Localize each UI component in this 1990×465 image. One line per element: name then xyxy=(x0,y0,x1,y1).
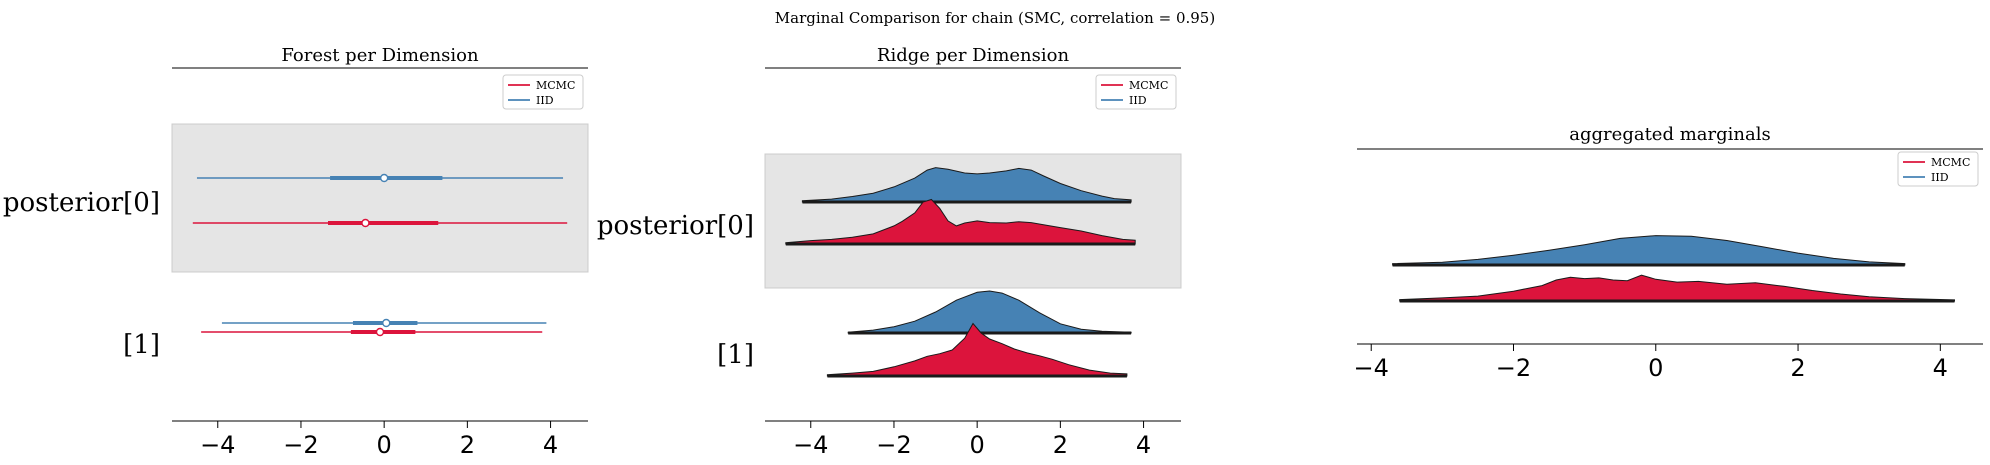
x-tick-label: −2 xyxy=(1496,354,1531,382)
point-estimate-mcmc-dim1 xyxy=(375,327,385,337)
point-estimate-mcmc-dim0 xyxy=(361,218,370,228)
x-tick-label: 0 xyxy=(377,431,392,459)
panel-title: Forest per Dimension xyxy=(281,45,479,66)
x-tick-label: −4 xyxy=(793,431,828,459)
panel-2: Ridge per Dimension posterior[0] [1] MCMC II… xyxy=(597,45,1182,459)
figure-title: Marginal Comparison for chain (SMC, corr… xyxy=(775,9,1215,27)
legend-label-iid: IID xyxy=(536,94,554,107)
x-tick-label: 2 xyxy=(1790,354,1805,382)
x-tick-label: 4 xyxy=(1933,354,1948,382)
row-band-dim0 xyxy=(171,123,589,273)
density-mcmc-dim0 xyxy=(1399,274,1955,302)
chart-panels: Forest per Dimension posterior[0] [1] MCMC I… xyxy=(3,45,1983,459)
panel-3: aggregated marginals MCMC IID −4 −2 0 2 4 xyxy=(1354,124,1983,382)
x-tick-label: −4 xyxy=(200,431,235,459)
legend: MCMC IID xyxy=(1095,74,1177,110)
density-mcmc-dim1 xyxy=(826,322,1128,377)
row-label-dim1: [1] xyxy=(717,340,754,370)
x-tick-label: 4 xyxy=(1136,431,1151,459)
row-label-dim1: [1] xyxy=(123,330,160,360)
x-tick-label: −2 xyxy=(876,431,911,459)
x-tick-label: 2 xyxy=(460,431,475,459)
legend-label-iid: IID xyxy=(1931,171,1949,184)
legend: MCMC IID xyxy=(502,74,584,110)
legend-label-mcmc: MCMC xyxy=(1129,79,1168,92)
density-iid-dim0 xyxy=(801,167,1132,203)
row-label-dim0: posterior[0] xyxy=(597,211,754,241)
legend-label-iid: IID xyxy=(1129,94,1147,107)
x-tick-label: 0 xyxy=(1648,354,1663,382)
density-iid-dim0 xyxy=(1392,235,1906,266)
x-tick-label: 4 xyxy=(543,431,558,459)
row-label-dim0: posterior[0] xyxy=(3,188,160,218)
panel-title: Ridge per Dimension xyxy=(877,45,1070,66)
panel-1: Forest per Dimension posterior[0] [1] MCMC I… xyxy=(3,45,589,459)
density-iid-dim1 xyxy=(847,290,1132,334)
legend: MCMC IID xyxy=(1897,151,1979,187)
x-tick-label: −4 xyxy=(1354,354,1389,382)
point-estimate-iid-dim0 xyxy=(379,173,389,183)
x-tick-label: −2 xyxy=(283,431,318,459)
legend-label-mcmc: MCMC xyxy=(1931,156,1970,169)
legend-label-mcmc: MCMC xyxy=(536,79,575,92)
x-tick-label: 2 xyxy=(1053,431,1068,459)
x-tick-label: 0 xyxy=(970,431,985,459)
point-estimate-iid-dim1 xyxy=(382,318,391,328)
panel-title: aggregated marginals xyxy=(1569,124,1770,145)
density-mcmc-dim0 xyxy=(785,198,1136,245)
